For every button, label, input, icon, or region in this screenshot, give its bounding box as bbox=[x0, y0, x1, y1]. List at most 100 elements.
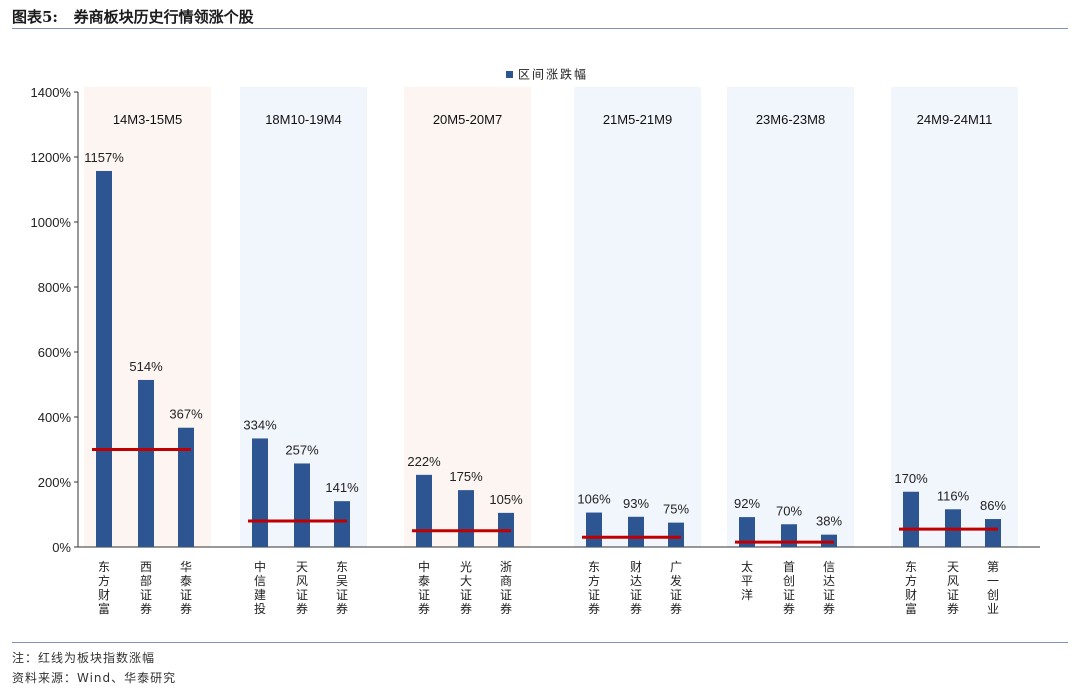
period-group: 18M10-19M4 334% 中信建投 257% 天风证券 141% 东吴证券 bbox=[243, 112, 359, 616]
period-group: 23M6-23M8 92% 太平洋 70% 首创证券 38% 信达证券 bbox=[734, 112, 842, 616]
category-label-char: 首 bbox=[783, 560, 795, 574]
footer-rule bbox=[12, 642, 1068, 643]
category-label-char: 证 bbox=[180, 588, 192, 602]
period-label: 20M5-20M7 bbox=[433, 112, 502, 127]
data-label: 70% bbox=[776, 503, 802, 518]
data-label: 38% bbox=[816, 514, 842, 529]
category-label-char: 广 bbox=[670, 560, 682, 574]
category-label: 东吴证券 bbox=[336, 560, 348, 616]
y-tick-label: 1000% bbox=[31, 215, 72, 230]
category-label-char: 创 bbox=[987, 588, 999, 602]
category-label: 华泰证券 bbox=[180, 560, 192, 616]
bar bbox=[739, 517, 755, 547]
category-label-char: 富 bbox=[98, 601, 110, 616]
category-label-char: 券 bbox=[460, 601, 472, 616]
bar bbox=[903, 491, 919, 547]
category-label: 广发证券 bbox=[670, 560, 682, 616]
category-label-char: 券 bbox=[336, 601, 348, 616]
data-label: 367% bbox=[169, 407, 203, 422]
category-label-char: 证 bbox=[588, 588, 600, 602]
category-label-char: 东 bbox=[98, 560, 110, 574]
period-shade bbox=[404, 87, 531, 547]
category-label-char: 大 bbox=[460, 574, 472, 588]
category-label-char: 财 bbox=[98, 588, 110, 602]
source-note: 资料来源：Wind、华泰研究 bbox=[12, 671, 177, 685]
category-label-char: 天 bbox=[947, 560, 959, 574]
category-label-char: 太 bbox=[741, 559, 753, 574]
category-label-char: 光 bbox=[460, 560, 472, 574]
category-label-char: 财 bbox=[905, 588, 917, 602]
period-group: 14M3-15M5 1157% 东方财富 514% 西部证券 367% 华泰证券 bbox=[84, 112, 203, 616]
category-label-char: 信 bbox=[823, 560, 835, 574]
category-label-char: 证 bbox=[336, 588, 348, 602]
category-label-char: 证 bbox=[460, 588, 472, 602]
category-label: 浙商证券 bbox=[500, 560, 512, 616]
category-label: 东方证券 bbox=[588, 560, 600, 616]
category-label-char: 发 bbox=[670, 573, 682, 588]
category-label-char: 券 bbox=[500, 601, 512, 616]
bar bbox=[985, 519, 1001, 547]
data-label: 170% bbox=[894, 471, 928, 486]
category-label-char: 券 bbox=[670, 601, 682, 616]
category-label-char: 东 bbox=[336, 560, 348, 574]
category-label: 东方财富 bbox=[98, 560, 110, 616]
bar bbox=[252, 438, 268, 547]
category-label: 东方财富 bbox=[905, 560, 917, 616]
category-label-char: 吴 bbox=[336, 574, 348, 588]
legend-label: 区间涨跌幅 bbox=[518, 67, 588, 82]
category-label-char: 泰 bbox=[418, 574, 430, 588]
period-label: 21M5-21M9 bbox=[603, 112, 672, 127]
y-tick-label: 0% bbox=[52, 540, 71, 555]
data-label: 106% bbox=[577, 492, 611, 507]
category-label: 天风证券 bbox=[947, 560, 959, 616]
data-label: 175% bbox=[449, 469, 483, 484]
legend: 区间涨跌幅 bbox=[506, 67, 588, 82]
period-group: 24M9-24M11 170% 东方财富 116% 天风证券 86% 第一创业 bbox=[894, 112, 1006, 616]
category-label-char: 第 bbox=[987, 560, 999, 574]
category-label-char: 风 bbox=[947, 574, 959, 588]
category-label-char: 券 bbox=[180, 601, 192, 616]
category-label-char: 券 bbox=[296, 601, 308, 616]
category-label-char: 方 bbox=[588, 573, 600, 588]
category-label-char: 中 bbox=[418, 559, 430, 574]
period-shade bbox=[727, 87, 854, 547]
category-label-char: 中 bbox=[254, 559, 266, 574]
category-label-char: 证 bbox=[783, 588, 795, 602]
bar-chart: 0% 200% 400% 600% 800% 1000% 1200% 1400% 区间涨跌幅 14… bbox=[31, 67, 1040, 616]
data-label: 93% bbox=[623, 496, 649, 511]
category-label-char: 券 bbox=[823, 601, 835, 616]
category-label-char: 建 bbox=[254, 588, 266, 602]
figure-title: 图表5: 券商板块历史行情领涨个股 bbox=[12, 8, 254, 26]
bar bbox=[586, 512, 602, 547]
category-label-char: 证 bbox=[140, 588, 152, 602]
category-label-char: 财 bbox=[630, 560, 642, 574]
period-group: 20M5-20M7 222% 中泰证券 175% 光大证券 105% 浙商证券 bbox=[407, 112, 523, 616]
category-label-char: 商 bbox=[500, 573, 512, 588]
chart-note: 注：红线为板块指数涨幅 bbox=[12, 651, 156, 665]
data-label: 86% bbox=[980, 498, 1006, 513]
data-label: 334% bbox=[243, 417, 277, 432]
category-label-char: 一 bbox=[987, 574, 999, 588]
category-label: 财达证券 bbox=[630, 560, 642, 616]
category-label: 天风证券 bbox=[296, 560, 308, 616]
category-label-char: 信 bbox=[254, 574, 266, 588]
category-label: 光大证券 bbox=[460, 560, 472, 616]
category-label: 中信建投 bbox=[254, 559, 266, 616]
data-label: 75% bbox=[663, 502, 689, 517]
category-label-char: 东 bbox=[905, 560, 917, 574]
category-label-char: 业 bbox=[987, 602, 999, 616]
y-tick-label: 1200% bbox=[31, 150, 72, 165]
legend-swatch bbox=[506, 71, 513, 78]
category-label-char: 部 bbox=[140, 573, 152, 588]
figure-title-bar: 图表5: 券商板块历史行情领涨个股 bbox=[12, 4, 1068, 29]
data-label: 141% bbox=[325, 480, 359, 495]
category-label-char: 证 bbox=[823, 588, 835, 602]
category-label-char: 券 bbox=[947, 601, 959, 616]
y-tick-label: 400% bbox=[38, 410, 72, 425]
data-label: 514% bbox=[129, 359, 163, 374]
y-tick-label: 600% bbox=[38, 345, 72, 360]
category-label-char: 浙 bbox=[500, 560, 512, 574]
category-label-char: 券 bbox=[140, 601, 152, 616]
data-label: 116% bbox=[937, 488, 970, 503]
category-label-char: 证 bbox=[296, 588, 308, 602]
